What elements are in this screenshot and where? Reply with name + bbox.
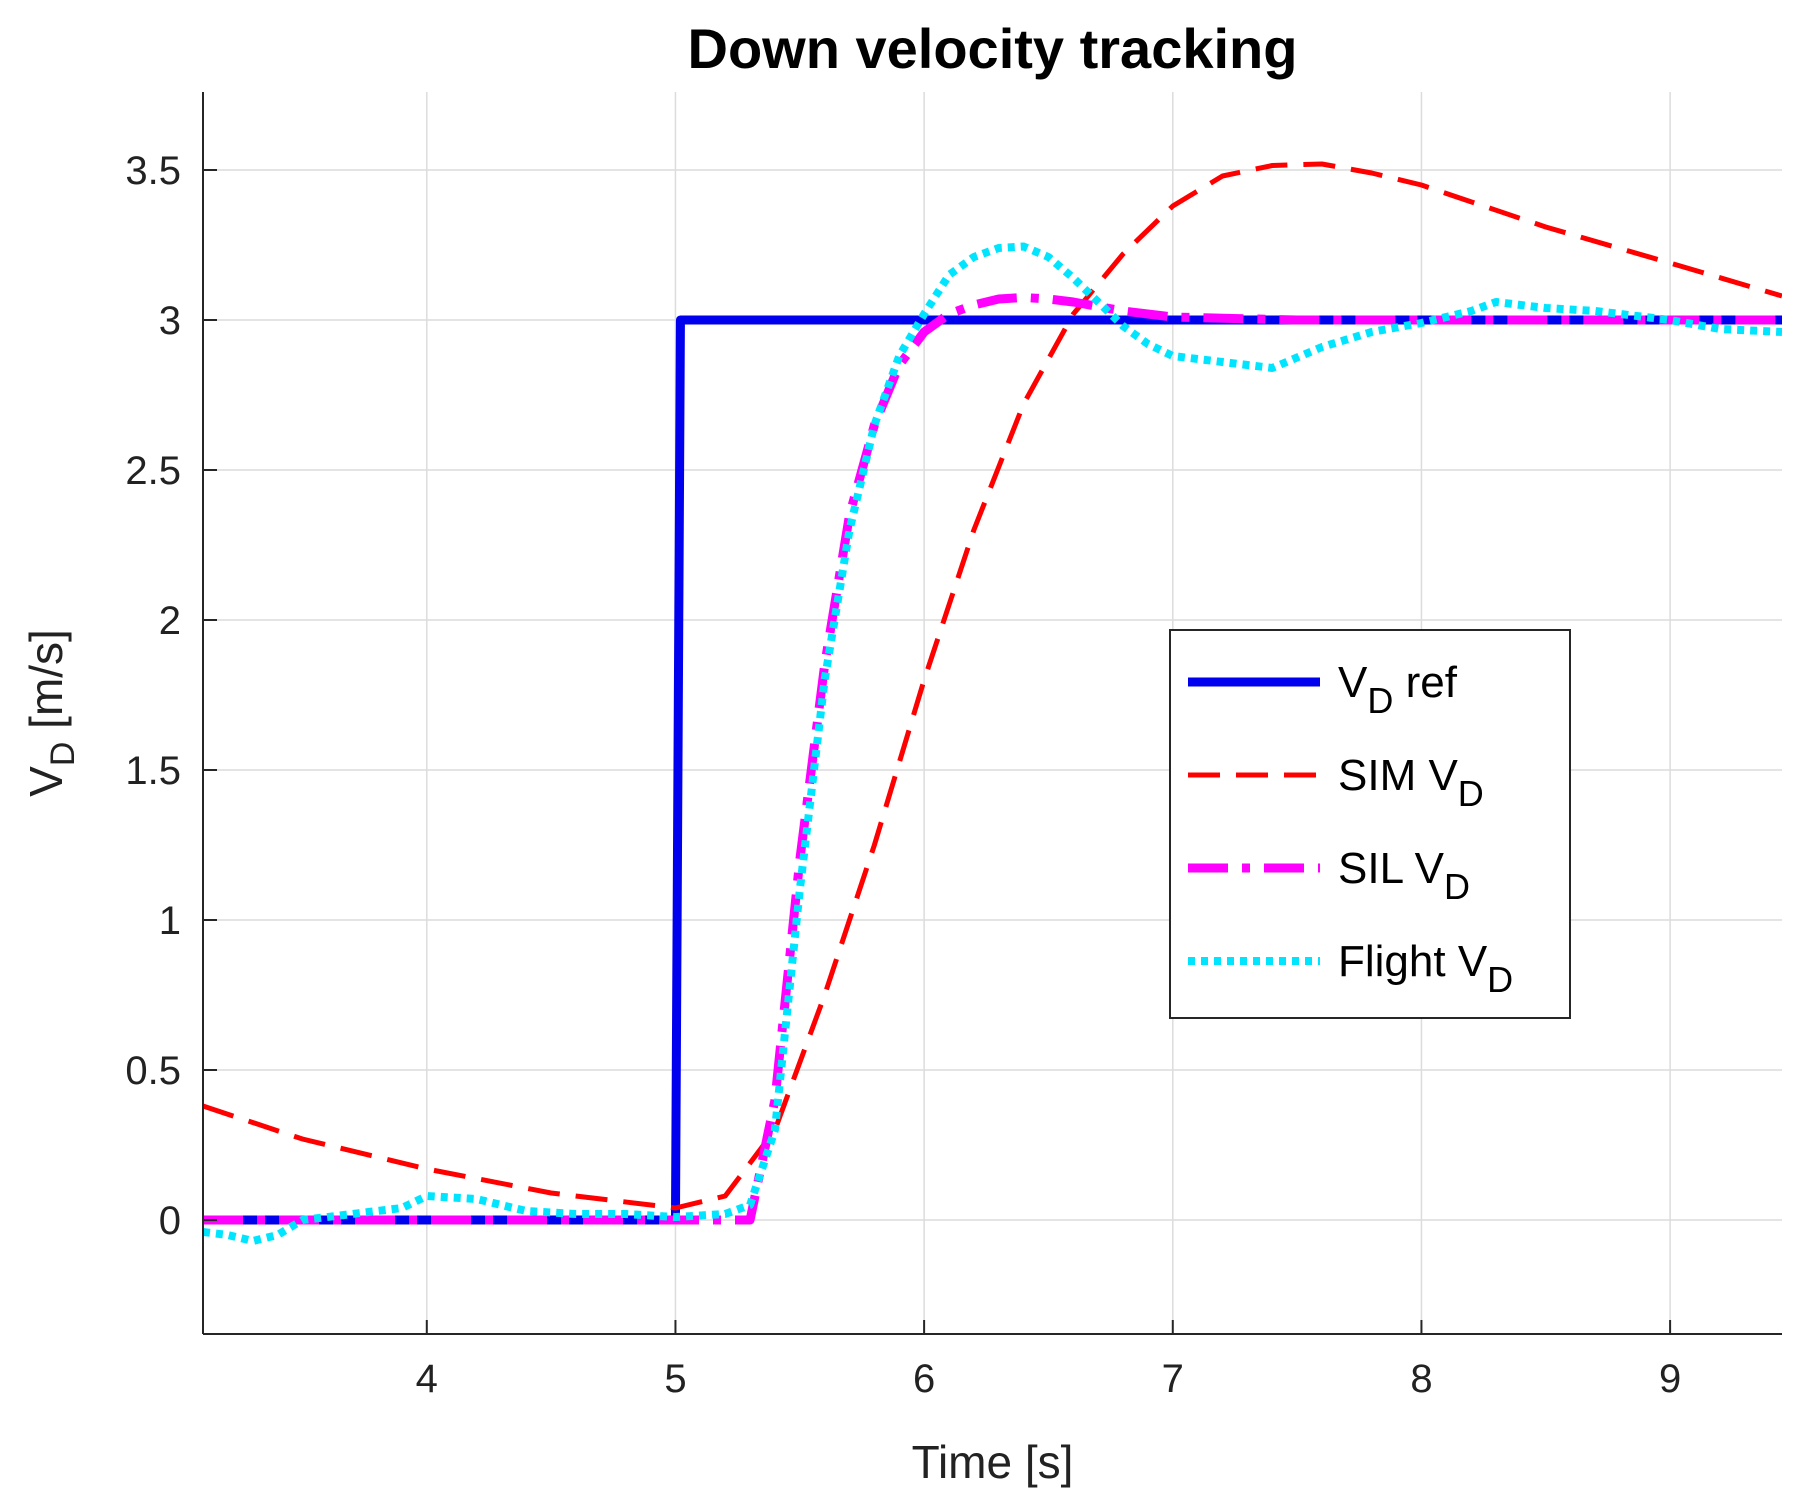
y-tick-label: 2 bbox=[159, 599, 181, 643]
y-tick-label: 3.5 bbox=[125, 149, 181, 193]
y-tick-label: 1.5 bbox=[125, 749, 181, 793]
x-tick-label: 8 bbox=[1410, 1357, 1432, 1401]
y-tick-label: 1 bbox=[159, 899, 181, 943]
legend-entry: VD ref bbox=[1188, 658, 1458, 721]
legend-entry: Flight VD bbox=[1188, 937, 1513, 1000]
tick-labels: 4 5 6 7 8 9 0 0.5 1 1.5 2 2.5 3 3.5 bbox=[125, 149, 1681, 1401]
legend-entry: SIM VD bbox=[1188, 751, 1484, 814]
legend-label: SIM VD bbox=[1338, 751, 1484, 814]
series-line-sim-v-d bbox=[203, 161, 1782, 1211]
y-axis-label-subscript: D bbox=[44, 742, 82, 767]
legend-label-subscript: D bbox=[1367, 680, 1393, 721]
legend-label-subscript: D bbox=[1458, 773, 1484, 814]
chart-title: Down velocity tracking bbox=[688, 17, 1298, 80]
legend-label-main: SIL V bbox=[1338, 844, 1445, 893]
legend-entry: SIL VD bbox=[1188, 844, 1470, 907]
x-tick-label: 7 bbox=[1162, 1357, 1184, 1401]
y-axis-label-base: V bbox=[20, 766, 72, 797]
y-tick-label: 0.5 bbox=[125, 1049, 181, 1093]
x-tick-label: 4 bbox=[416, 1357, 438, 1401]
y-tick-label: 0 bbox=[159, 1199, 181, 1243]
y-tick-label: 3 bbox=[159, 299, 181, 343]
x-tick-label: 5 bbox=[664, 1357, 686, 1401]
legend-label-main: SIM V bbox=[1338, 751, 1458, 800]
legend-label-subscript: D bbox=[1487, 959, 1513, 1000]
legend-label-main: V bbox=[1338, 658, 1368, 707]
axes bbox=[202, 92, 1782, 1335]
legend-label: SIL VD bbox=[1338, 844, 1470, 907]
plot-area bbox=[203, 161, 1782, 1245]
x-axis-label: Time [s] bbox=[912, 1436, 1074, 1488]
legend-label-subscript: D bbox=[1444, 866, 1470, 907]
legend-label-suffix: ref bbox=[1393, 658, 1457, 707]
x-tick-label: 6 bbox=[913, 1357, 935, 1401]
legend-label-main: Flight V bbox=[1338, 937, 1488, 986]
y-axis-label: VD [m/s] bbox=[20, 629, 82, 797]
legend-label: Flight VD bbox=[1338, 937, 1513, 1000]
legend-box bbox=[1169, 629, 1571, 1019]
y-axis-label-unit: [m/s] bbox=[20, 629, 72, 741]
series-layer bbox=[203, 161, 1782, 1245]
x-tick-label: 9 bbox=[1659, 1357, 1681, 1401]
legend-label: VD ref bbox=[1338, 658, 1458, 721]
y-tick-label: 2.5 bbox=[125, 449, 181, 493]
series-line-flight-v-d bbox=[203, 242, 1782, 1245]
